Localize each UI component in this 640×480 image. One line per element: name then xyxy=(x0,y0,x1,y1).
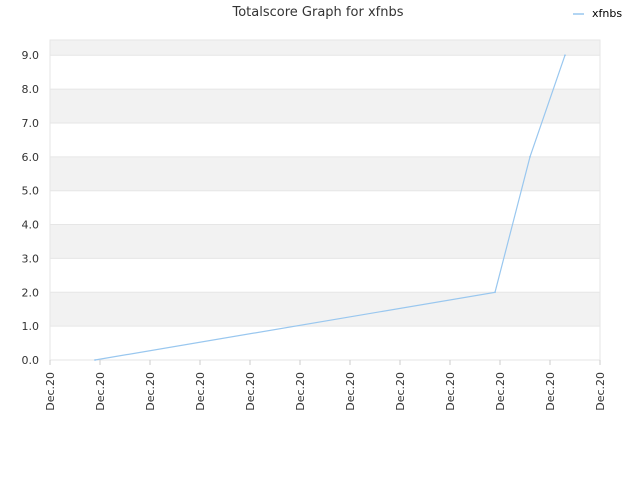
x-tick-label: Dec.20 xyxy=(194,372,207,411)
x-tick-label: Dec.20 xyxy=(494,372,507,411)
plot-band xyxy=(50,190,600,225)
series-layer xyxy=(94,54,566,361)
y-tick-label: 6.0 xyxy=(22,151,40,164)
plot-band xyxy=(50,55,600,90)
axes: 0.0 1.0 2.0 3.0 4.0 5.0 6.0 7.0 8.0 9.0 Dec.20 Dec.… xyxy=(22,39,607,411)
x-tick-label: Dec.20 xyxy=(244,372,257,411)
y-tick-label: 9.0 xyxy=(22,49,40,62)
plot-band xyxy=(50,89,600,123)
plot-bands xyxy=(50,40,600,360)
x-tick-label: Dec.20 xyxy=(594,372,607,411)
x-tick-label: Dec.20 xyxy=(94,372,107,411)
plot-band xyxy=(50,156,600,191)
chart-title: Totalscore Graph for xfnbs xyxy=(232,5,404,20)
data-point xyxy=(94,359,96,361)
y-tick-label: 8.0 xyxy=(22,83,40,96)
x-tick-label: Dec.20 xyxy=(294,372,307,411)
series-line-xfnbs xyxy=(94,55,566,361)
x-tick-label: Dec.20 xyxy=(144,372,157,411)
x-tick-label: Dec.20 xyxy=(394,372,407,411)
data-point xyxy=(529,155,531,158)
x-tick-label: Dec.20 xyxy=(344,372,357,411)
y-tick-label: 7.0 xyxy=(22,117,40,130)
y-tick-label: 2.0 xyxy=(22,286,40,299)
legend-label: xfnbs xyxy=(592,7,622,20)
x-tick-label: Dec.20 xyxy=(544,372,557,411)
plot-band xyxy=(50,258,600,293)
y-tick-label: 5.0 xyxy=(22,185,40,198)
legend: xfnbs xyxy=(573,7,622,20)
y-tick-label: 0.0 xyxy=(22,354,40,367)
x-tick-label: Dec.20 xyxy=(444,372,457,411)
plot-frame xyxy=(49,39,601,361)
plot-band xyxy=(50,224,600,259)
plot-band xyxy=(50,326,600,360)
x-tick-label: Dec.20 xyxy=(44,372,57,411)
data-point xyxy=(564,54,566,57)
y-tick-label: 4.0 xyxy=(22,219,40,232)
plot-band xyxy=(50,40,600,56)
data-point xyxy=(494,291,496,294)
plot-band xyxy=(50,122,600,157)
y-tick-label: 3.0 xyxy=(22,252,40,265)
y-tick-label: 1.0 xyxy=(22,320,40,333)
